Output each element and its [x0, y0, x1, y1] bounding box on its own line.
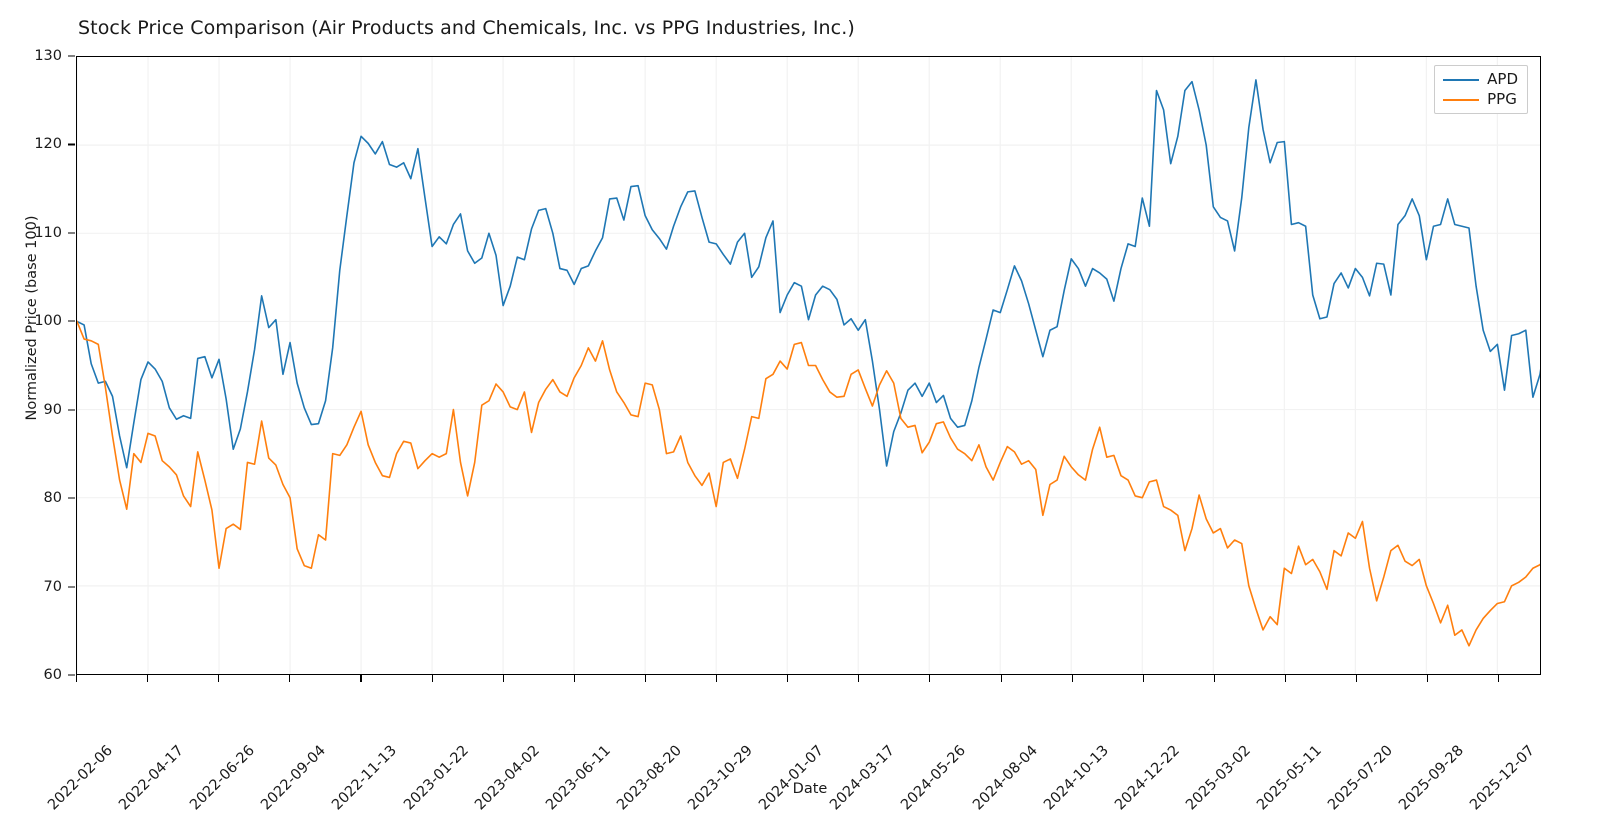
legend-swatch-ppg: [1443, 98, 1480, 101]
y-tick-mark: [68, 497, 75, 499]
x-tick-label: 2025-12-07: [1467, 683, 1598, 814]
y-tick-mark: [68, 143, 75, 146]
x-tick-label: 2025-05-11: [1254, 683, 1385, 814]
x-tick-label-text: 2025-12-07: [1467, 742, 1539, 814]
x-tick-mark: [1142, 675, 1144, 682]
x-tick-label-text: 2022-04-17: [116, 742, 188, 814]
x-tick-label-text: 2023-08-20: [614, 742, 685, 814]
x-tick-mark: [1071, 675, 1073, 682]
legend-swatch-apd: [1443, 78, 1480, 81]
x-tick-label: 2025-03-02: [1183, 683, 1314, 814]
plot-area: APD PPG: [76, 56, 1541, 675]
y-tick-label: 120: [34, 136, 62, 153]
y-tick-mark: [68, 232, 75, 234]
x-tick-mark: [787, 675, 789, 682]
x-tick-label: 2022-11-13: [330, 683, 460, 814]
chart-title: Stock Price Comparison (Air Products and…: [78, 17, 855, 39]
x-tick-mark: [1427, 675, 1429, 682]
x-tick-label-text: 2024-01-07: [756, 742, 828, 814]
x-tick-label: 2024-03-17: [827, 683, 958, 814]
x-tick-label: 2023-10-29: [685, 683, 816, 814]
x-tick-mark: [1213, 675, 1215, 682]
y-tick-label: 130: [34, 48, 62, 64]
y-tick-label: 80: [43, 490, 62, 507]
y-tick-mark: [68, 320, 75, 322]
x-tick-label: 2022-06-26: [187, 683, 318, 814]
x-tick-mark: [929, 675, 931, 682]
legend-label: PPG: [1487, 90, 1517, 108]
x-tick-label: 2024-12-22: [1112, 683, 1242, 814]
y-axis-tick-marks: [0, 55, 76, 676]
x-tick-mark: [1356, 675, 1358, 682]
x-axis-tick-labels: 2022-02-06 2022-04-17 2022-06-26 2022-09-04…: [0, 683, 1620, 814]
x-tick-label-text: 2022-06-26: [187, 742, 259, 814]
x-tick-mark: [1498, 675, 1500, 682]
chart-legend: APD PPG: [1434, 65, 1528, 114]
x-tick-label-text: 2024-03-17: [827, 742, 899, 814]
x-tick-label-text: 2025-09-28: [1396, 742, 1468, 814]
x-tick-label-text: 2025-05-11: [1254, 742, 1325, 814]
x-tick-label: 2024-05-26: [898, 683, 1029, 814]
x-tick-label-text: 2022-02-06: [45, 742, 116, 814]
x-tick-mark: [573, 675, 575, 682]
x-tick-mark: [218, 675, 220, 682]
x-tick-label: 2024-01-07: [756, 683, 887, 814]
x-tick-label-text: 2024-08-04: [969, 742, 1041, 814]
x-tick-label: 2023-04-02: [472, 683, 602, 814]
x-tick-mark: [76, 675, 78, 682]
x-tick-label-text: 2022-11-13: [329, 742, 401, 814]
x-tick-label: 2023-06-11: [543, 683, 673, 814]
x-tick-label-text: 2023-06-11: [542, 742, 614, 814]
x-tick-label: 2025-07-20: [1325, 683, 1456, 814]
x-tick-mark: [1284, 675, 1287, 682]
y-tick-mark: [68, 55, 75, 57]
x-tick-label-text: 2024-12-22: [1111, 742, 1183, 814]
legend-item-ppg: PPG: [1443, 92, 1518, 107]
x-tick-label-text: 2023-04-02: [471, 742, 543, 814]
x-tick-label: 2024-08-04: [970, 683, 1100, 814]
x-tick-label: 2023-01-22: [401, 683, 531, 814]
x-tick-label-text: 2022-09-04: [258, 742, 330, 814]
y-tick-mark: [68, 674, 75, 676]
x-tick-label-text: 2023-10-29: [685, 742, 757, 814]
x-tick-label-text: 2024-05-26: [898, 742, 970, 814]
y-tick-mark: [68, 409, 75, 411]
x-tick-label-text: 2024-10-13: [1040, 742, 1112, 814]
y-axis-label: Normalized Price (base 100): [24, 215, 40, 421]
x-tick-mark: [431, 675, 433, 682]
x-axis-label: Date: [792, 781, 828, 797]
x-tick-label-text: 2023-01-22: [400, 742, 472, 814]
legend-item-apd: APD: [1443, 72, 1518, 87]
y-tick-label: 110: [34, 224, 62, 241]
x-tick-label-text: 2025-03-02: [1182, 742, 1254, 814]
y-tick-mark: [68, 586, 75, 588]
x-axis-tick-marks: [0, 675, 1620, 683]
x-tick-mark: [1000, 675, 1002, 682]
y-tick-label: 90: [43, 401, 62, 418]
series-line-apd: [77, 80, 1540, 468]
y-tick-label: 100: [34, 313, 62, 330]
x-tick-label: 2025-09-28: [1396, 683, 1527, 814]
x-tick-label-text: 2025-07-20: [1325, 742, 1397, 814]
plot-svg: [77, 57, 1540, 674]
series-line-ppg: [77, 321, 1540, 645]
x-tick-mark: [644, 675, 647, 682]
x-tick-mark: [147, 675, 149, 682]
y-tick-label: 70: [43, 578, 62, 595]
y-tick-label: 60: [43, 667, 62, 683]
x-tick-mark: [289, 675, 291, 682]
x-tick-label: 2022-02-06: [45, 683, 176, 814]
x-tick-label: 2022-09-04: [258, 683, 389, 814]
x-tick-mark: [502, 675, 504, 682]
x-tick-label: 2023-08-20: [614, 683, 745, 814]
x-tick-mark: [858, 675, 860, 682]
y-axis-tick-labels: 60 70 80 90 100 110 120 130: [0, 48, 62, 683]
x-tick-label: 2022-04-17: [116, 683, 247, 814]
x-tick-mark: [716, 675, 718, 682]
x-tick-mark: [360, 675, 362, 682]
x-tick-label: 2024-10-13: [1041, 683, 1171, 814]
series-lines: [77, 80, 1540, 646]
legend-label: APD: [1487, 70, 1518, 88]
